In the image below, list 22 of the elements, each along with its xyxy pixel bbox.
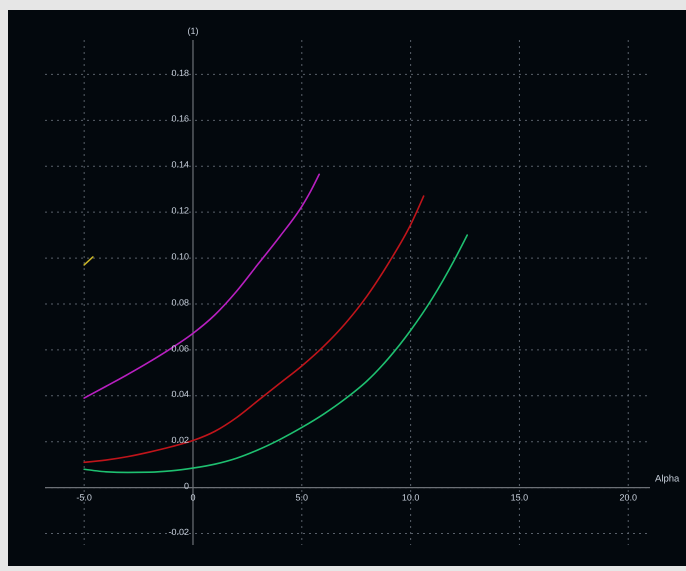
y-tick-label: 0.18 (171, 68, 189, 78)
y-tick-label: 0.06 (171, 343, 189, 354)
y-tick-label: 0.16 (171, 114, 189, 124)
x-axis-title: Alpha (655, 474, 680, 485)
x-tick-label: 10.0 (402, 492, 420, 503)
y-tick-label: 0 (184, 480, 189, 491)
y-tick-label: 0.08 (171, 297, 189, 308)
y-tick-label: 0.02 (171, 435, 189, 446)
y-tick-label: 0.12 (171, 206, 189, 216)
line-series (83, 234, 468, 474)
x-tick-label: -5.0 (76, 492, 92, 503)
y-tick-label: 0.14 (171, 160, 189, 170)
line-series (83, 173, 320, 399)
line-series (83, 195, 424, 464)
y-tick-label: -0.02 (168, 526, 189, 537)
x-tick-label: 20.0 (619, 492, 638, 503)
y-axis-title: (1) (187, 26, 198, 36)
y-tick-label: 0.04 (171, 389, 189, 400)
x-tick-label: 5.0 (296, 492, 308, 503)
x-tick-label: 0 (190, 492, 196, 503)
y-tick-label: 0.10 (171, 251, 189, 262)
x-tick-label: 15.0 (510, 492, 528, 503)
